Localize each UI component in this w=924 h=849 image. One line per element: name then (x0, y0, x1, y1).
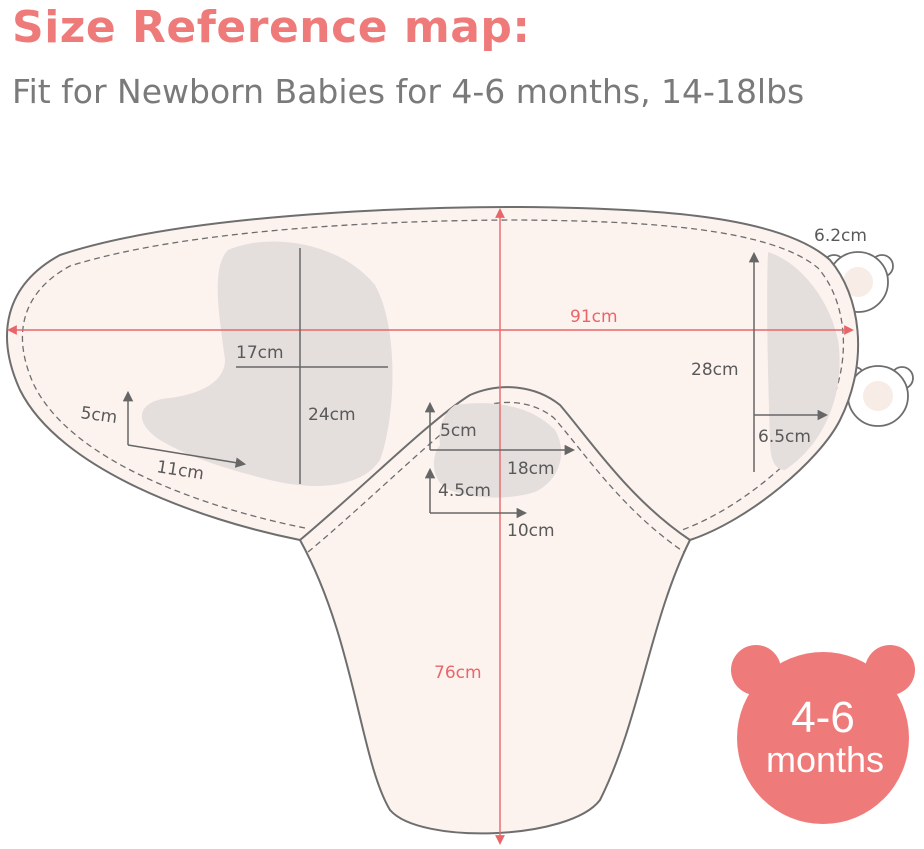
badge-unit: months (766, 739, 884, 780)
ear-label: 6.2cm (814, 226, 867, 246)
page-subtitle: Fit for Newborn Babies for 4-6 months, 1… (12, 72, 805, 111)
stitching-outer (21, 219, 844, 531)
neck-top-height-label: 5cm (440, 421, 477, 441)
length-label: 76cm (434, 663, 482, 683)
pocket-width-label: 17cm (236, 343, 284, 363)
pocket-height-label: 24cm (308, 405, 356, 425)
neck-top-width-label: 18cm (507, 459, 555, 479)
wing-width-label: 6.5cm (758, 427, 811, 447)
page-title: Size Reference map: (12, 2, 531, 53)
stitching-neck (307, 401, 685, 553)
age-badge: 4-6 months (731, 645, 915, 824)
neck-bottom-height-label: 4.5cm (438, 481, 491, 501)
left-wing-panel (141, 241, 393, 486)
badge-age-range: 4-6 (791, 693, 855, 742)
width-label: 91cm (570, 307, 618, 327)
wing-height-label: 28cm (691, 360, 739, 380)
neck-bottom-width-label: 10cm (507, 521, 555, 541)
